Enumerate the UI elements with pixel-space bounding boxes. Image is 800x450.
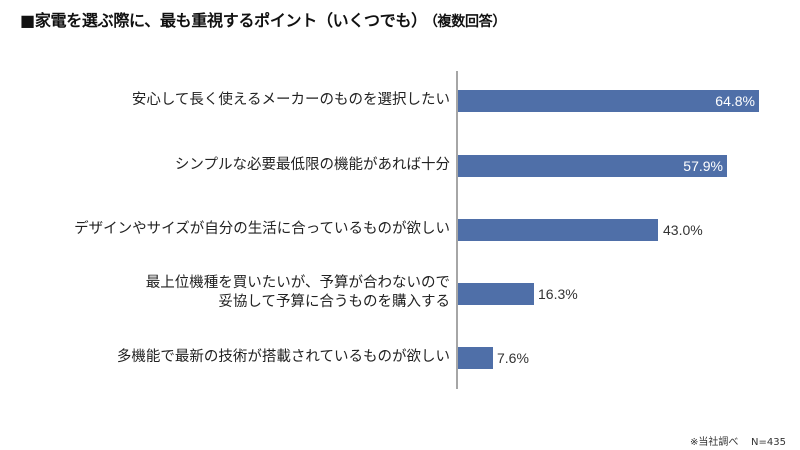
bar-row: 多機能で最新の技術が搭載されているものが欲しい 7.6% [0,347,800,369]
category-label: シンプルな必要最低限の機能があれば十分 [174,157,450,173]
bar [458,283,534,305]
source-text: ※当社調べ [689,437,739,448]
category-label: 最上位機種を買いたいが、予算が合わないので 妥協して予算に合うものを購入する [146,274,450,312]
category-label-line-2: 妥協して予算に合うものを購入する [218,294,450,310]
category-label: 安心して長く使えるメーカーのものを選択したい [131,92,450,108]
bar-row: デザインやサイズが自分の生活に合っているものが欲しい 43.0% [0,219,800,241]
chart-title: ■家電を選ぶ際に、最も重視するポイント（いくつでも） （複数回答） [20,7,506,31]
bar-row: 最上位機種を買いたいが、予算が合わないので 妥協して予算に合うものを購入する 1… [0,275,800,310]
bar: 57.9% [458,155,727,177]
chart-subtitle: （複数回答） [430,14,507,30]
value-label: 57.9% [683,158,723,174]
category-axis-line [456,71,458,389]
category-label: 多機能で最新の技術が搭載されているものが欲しい [116,349,450,365]
chart-title-main: ■家電を選ぶ際に、最も重視するポイント（いくつでも） [20,11,427,30]
value-label: 16.3% [538,286,578,302]
category-label-line-1: 最上位機種を買いたいが、予算が合わないので [145,275,450,291]
bar [458,219,658,241]
bar: 64.8% [458,90,759,112]
bar-row: 安心して長く使えるメーカーのものを選択したい 64.8% [0,90,800,112]
category-label: デザインやサイズが自分の生活に合っているものが欲しい [74,221,450,237]
source-note: ※当社調べ N=435 [690,433,786,448]
value-label: 64.8% [715,93,755,109]
sample-size: N=435 [751,437,786,448]
bar-row: シンプルな必要最低限の機能があれば十分 57.9% [0,155,800,177]
value-label: 43.0% [663,222,703,238]
bar [458,347,493,369]
value-label: 7.6% [497,350,529,366]
